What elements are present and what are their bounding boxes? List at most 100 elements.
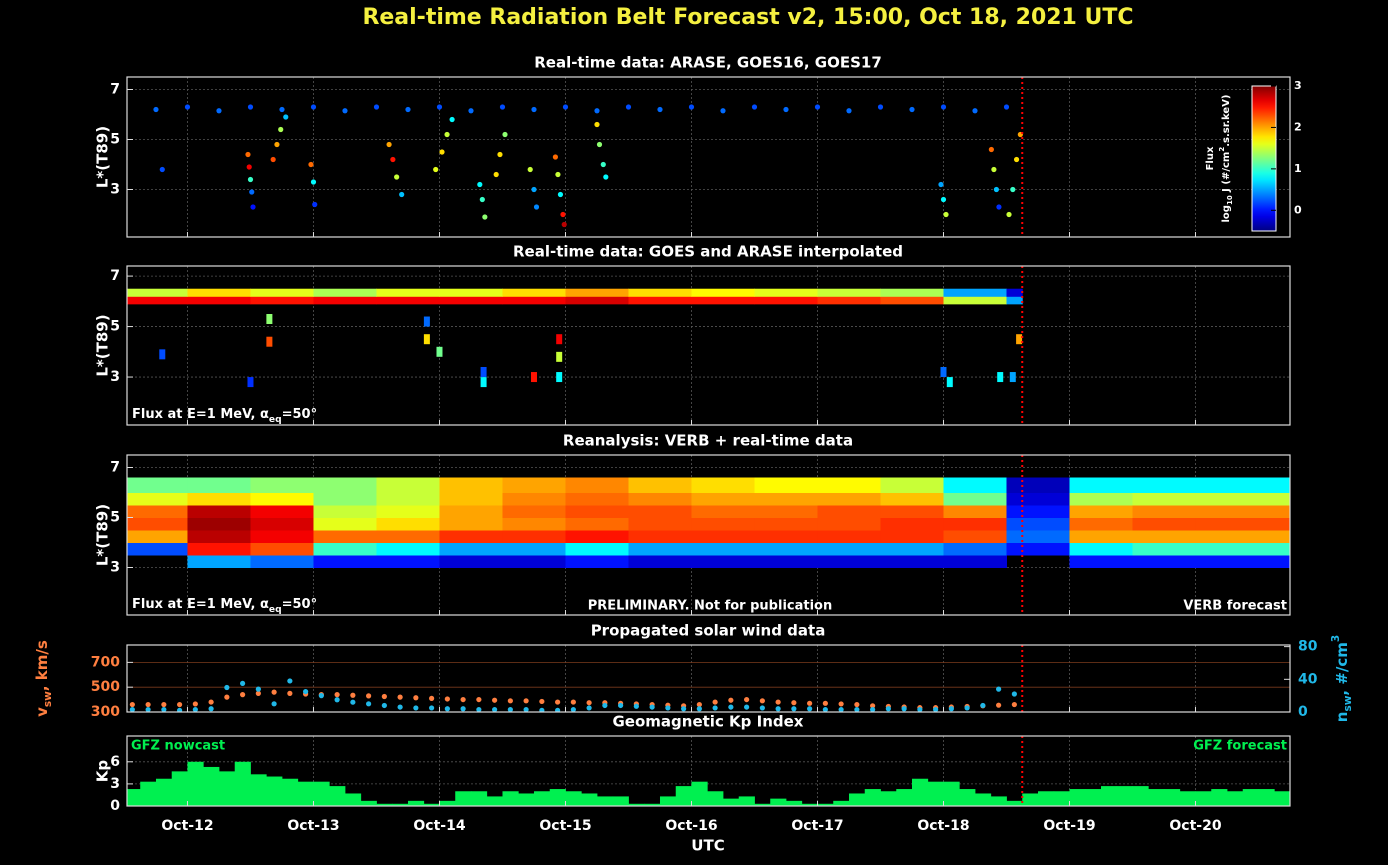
flux-cell	[436, 347, 442, 357]
heatmap-cell	[628, 289, 692, 297]
y-tick-label: 300	[91, 704, 120, 720]
solar-wind-point	[996, 703, 1001, 708]
panel-title: Real-time data: ARASE, GOES16, GOES17	[534, 54, 882, 72]
heatmap-cell	[502, 555, 566, 568]
solar-wind-point	[807, 701, 812, 706]
solar-wind-point	[602, 703, 607, 708]
heatmap-cell	[565, 530, 629, 543]
heatmap-cell	[124, 478, 188, 494]
heatmap-cell	[1258, 543, 1290, 556]
flux-cell	[556, 334, 562, 344]
label-part: =50°	[282, 597, 317, 612]
flux-point	[941, 104, 946, 109]
heatmap-cell	[376, 555, 440, 568]
heatmap-cell	[439, 296, 503, 304]
heatmap-cell	[124, 518, 188, 531]
solar-wind-point	[161, 702, 166, 707]
flux-point	[996, 204, 1001, 209]
kp-bar	[676, 786, 692, 806]
flux-point	[626, 104, 631, 109]
solar-wind-point	[146, 702, 151, 707]
flux-point	[374, 104, 379, 109]
heatmap-cell	[943, 478, 1007, 494]
x-tick-label: Oct-13	[287, 818, 339, 834]
y-tick-label: 3	[110, 776, 120, 792]
heatmap-cell	[1132, 543, 1196, 556]
solar-wind-point	[839, 707, 844, 712]
flux-cell	[1016, 334, 1022, 344]
kp-bar	[880, 791, 896, 806]
panel-title: Geomagnetic Kp Index	[613, 713, 804, 731]
x-tick-label: Oct-19	[1043, 818, 1095, 834]
flux-point	[248, 104, 253, 109]
heatmap-cell	[1006, 518, 1070, 531]
heatmap-cell	[880, 296, 944, 304]
flux-point	[534, 204, 539, 209]
solar-wind-point	[240, 681, 245, 686]
flux-point	[941, 197, 946, 202]
heatmap-cell	[376, 543, 440, 556]
label-part: v	[33, 707, 51, 717]
solar-wind-point	[839, 701, 844, 706]
heatmap-cell	[817, 493, 881, 506]
label-part: Flux at E=1 MeV, α	[132, 597, 269, 612]
solar-wind-point	[508, 707, 513, 712]
flux-point	[160, 167, 165, 172]
heatmap-cell	[124, 289, 188, 297]
solar-wind-point	[287, 691, 292, 696]
flux-cell	[424, 334, 430, 344]
heatmap-cell	[943, 543, 1007, 556]
plot-background	[127, 645, 1290, 712]
flux-point	[689, 104, 694, 109]
flux-point	[394, 174, 399, 179]
heatmap-cell	[376, 530, 440, 543]
label-part: sw	[42, 691, 54, 707]
kp-bar	[1132, 786, 1148, 806]
flux-cell	[556, 372, 562, 382]
heatmap-cell	[817, 478, 881, 494]
heatmap-cell	[376, 289, 440, 297]
heatmap-cell	[439, 478, 503, 494]
heatmap-cell	[1195, 530, 1259, 543]
flux-point	[308, 162, 313, 167]
heatmap-cell	[439, 493, 503, 506]
label-part: Flux at E=1 MeV, α	[132, 407, 269, 422]
flux-point	[439, 149, 444, 154]
flux-point	[153, 107, 158, 112]
flux-point	[477, 182, 482, 187]
solar-wind-point	[350, 700, 355, 705]
kp-bar	[172, 771, 188, 806]
label-part: 10	[1226, 195, 1234, 205]
y-axis-label: L*(T89)	[94, 314, 112, 376]
flux-point	[555, 172, 560, 177]
heatmap-cell	[313, 296, 377, 304]
kp-bar	[1069, 789, 1085, 806]
solar-wind-point	[146, 707, 151, 712]
kp-bar	[896, 789, 912, 806]
panel-title: Propagated solar wind data	[591, 622, 826, 640]
heatmap-cell	[313, 543, 377, 556]
flux-point	[563, 104, 568, 109]
solar-wind-point	[776, 706, 781, 711]
solar-wind-point	[161, 707, 166, 712]
kp-bar	[691, 782, 707, 806]
solar-wind-point	[713, 699, 718, 704]
flux-cell	[531, 372, 537, 382]
heatmap-cell	[250, 555, 314, 568]
kp-bar	[1022, 793, 1038, 806]
heatmap-cell	[880, 505, 944, 518]
solar-wind-point	[886, 706, 891, 711]
heatmap-cell	[628, 493, 692, 506]
heatmap-cell	[565, 478, 629, 494]
flux-point	[558, 192, 563, 197]
y-tick-label: 7	[110, 460, 120, 476]
x-axis-label: UTC	[691, 837, 724, 855]
solar-wind-point	[476, 697, 481, 702]
y2-axis-label: nsw, #/cm3	[1330, 635, 1354, 722]
heatmap-cell	[187, 478, 251, 494]
colorbar-tick-label: 3	[1294, 79, 1302, 92]
flux-point	[989, 147, 994, 152]
flux-point	[185, 104, 190, 109]
heatmap-cell	[439, 543, 503, 556]
heatmap-cell	[628, 555, 692, 568]
